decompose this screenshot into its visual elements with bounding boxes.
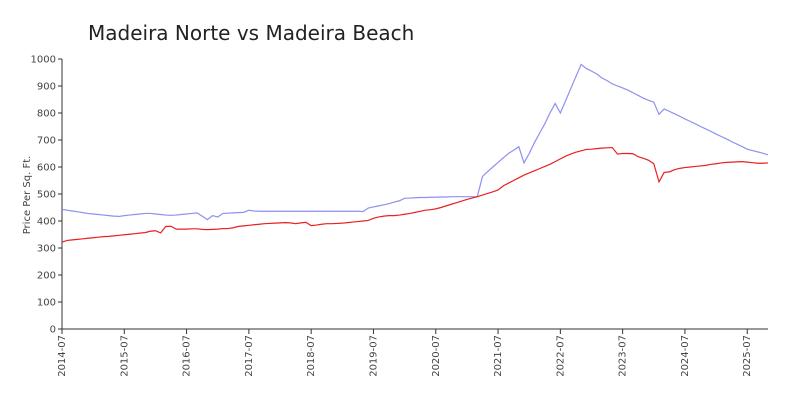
y-tick-label: 100 <box>37 298 56 309</box>
x-tick-label: 2017-07 <box>244 335 255 377</box>
y-tick-label: 200 <box>37 271 56 282</box>
series-line <box>61 146 769 243</box>
x-tick-label: 2020-07 <box>431 335 442 377</box>
y-axis-label: Price Per Sq. Ft. <box>22 156 33 235</box>
y-tick-label: 400 <box>37 217 56 228</box>
x-tick-label: 2016-07 <box>182 335 193 377</box>
series-line <box>61 63 769 221</box>
x-tick-label: 2014-07 <box>57 335 68 377</box>
y-tick-label: 1000 <box>31 55 56 66</box>
y-tick-label: 0 <box>50 325 56 336</box>
x-tick-label: 2018-07 <box>306 335 317 377</box>
x-tick-label: 2015-07 <box>119 335 130 377</box>
y-tick-label: 500 <box>37 190 56 201</box>
y-tick-label: 600 <box>37 163 56 174</box>
chart-title: Madeira Norte vs Madeira Beach <box>88 21 414 45</box>
x-tick-label: 2024-07 <box>680 335 691 377</box>
x-tick-label: 2025-07 <box>742 335 753 377</box>
x-tick-label: 2021-07 <box>493 335 504 377</box>
y-tick-label: 800 <box>37 109 56 120</box>
x-tick-label: 2023-07 <box>618 335 629 377</box>
y-tick-label: 300 <box>37 244 56 255</box>
y-tick-label: 700 <box>37 136 56 147</box>
x-tick-label: 2022-07 <box>555 335 566 377</box>
y-tick-label: 900 <box>37 82 56 93</box>
x-tick-label: 2019-07 <box>368 335 379 377</box>
